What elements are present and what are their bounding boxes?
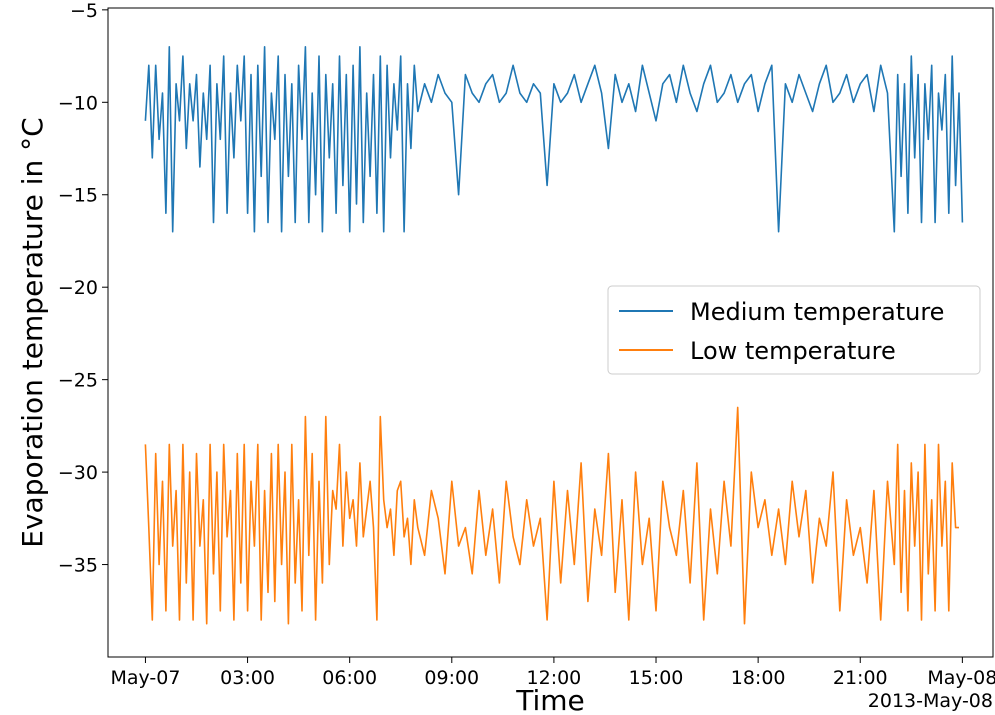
y-tick-label: −25 — [58, 370, 98, 392]
x-tick-label: 09:00 — [424, 667, 479, 689]
legend-label-medium: Medium temperature — [690, 298, 944, 326]
x-axis: May-07 03:00 06:00 09:00 12:00 15:00 18:00 21:0… — [110, 657, 995, 689]
y-tick-label: −5 — [70, 0, 98, 22]
x-tick-label: 15:00 — [629, 667, 684, 689]
x-tick-label: May-08 — [927, 667, 995, 689]
series-layer — [144, 45, 964, 625]
y-tick-label: −35 — [58, 555, 98, 577]
plot-frame — [107, 7, 994, 658]
series-line-low-temperature — [144, 406, 959, 625]
y-tick-label: −15 — [58, 185, 98, 207]
x-tick-label: 06:00 — [322, 667, 377, 689]
x-axis-label: Time — [515, 684, 585, 715]
legend: Medium temperature Low temperature — [607, 285, 981, 375]
x-tick-label: 12:00 — [527, 667, 582, 689]
legend-box — [607, 285, 981, 375]
x-offset-label: 2013-May-08 — [868, 690, 993, 712]
legend-label-low: Low temperature — [690, 337, 896, 365]
x-tick-label: May-07 — [110, 667, 180, 689]
y-tick-label: −20 — [58, 277, 98, 299]
y-tick-label: −10 — [58, 92, 98, 114]
x-tick-label: 21:00 — [833, 667, 888, 689]
series-line-medium-temperature — [144, 45, 964, 233]
y-axis: −5 −10 −15 −20 −25 −30 −35 — [58, 0, 108, 577]
x-tick-label: 18:00 — [731, 667, 786, 689]
y-axis-label: Evaporation temperature in °C — [16, 117, 49, 547]
y-tick-label: −30 — [58, 462, 98, 484]
x-tick-label: 03:00 — [220, 667, 275, 689]
